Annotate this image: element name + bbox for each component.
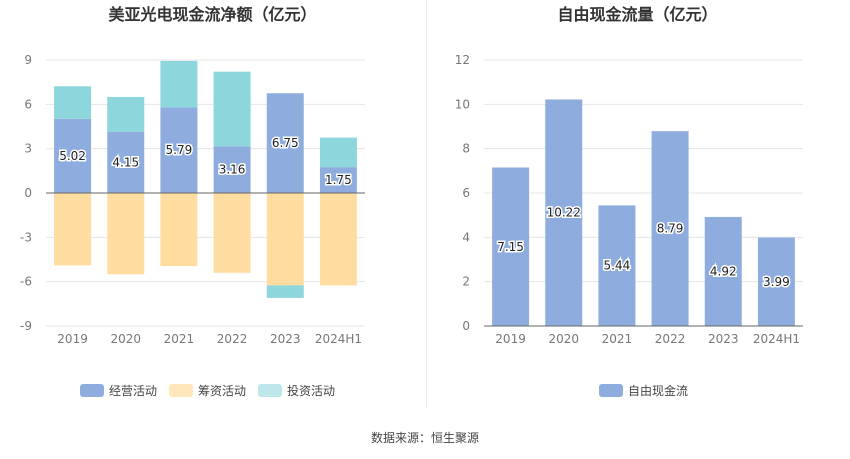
cashflow-bar-经营活动-2024H1: [319, 167, 357, 193]
freecash-bar-自由现金流-2019: [492, 167, 530, 326]
legend-item-free-cash[interactable]: 自由现金流: [599, 382, 688, 399]
freecash-x-tick: 2021: [602, 332, 633, 346]
legend-label-operating: 经营活动: [109, 383, 158, 398]
freecash-bar-自由现金流-2020: [545, 99, 583, 326]
panel-divider: [426, 0, 427, 408]
cashflow-stacked-bar-chart: 9 6 3 0 -3 -6 -9 2019 2020 2021 2022 2023 2024H1 5.02…: [20, 53, 365, 346]
freecash-bar-自由现金流-2021: [598, 205, 636, 326]
cashflow-bar-经营活动-2021: [160, 107, 198, 193]
cashflow-data-label: 1.75: [325, 173, 352, 187]
cashflow-bar-经营活动-2023: [266, 93, 304, 193]
freecash-y-tick: 0: [462, 319, 470, 333]
cashflow-data-label: 5.02: [59, 149, 86, 163]
freecash-y-tick: 10: [455, 97, 470, 111]
cashflow-bar-筹资活动-2023: [266, 193, 304, 286]
legend-label-free-cash: 自由现金流: [628, 383, 689, 398]
legend-swatch-financing: [169, 383, 194, 397]
cashflow-bar-筹资活动-2019: [54, 193, 92, 266]
freecash-x-tick: 2023: [708, 332, 739, 346]
right-chart-title: 自由现金流量（亿元）: [557, 5, 718, 24]
left-chart-title: 美亚光电现金流净额（亿元）: [108, 5, 317, 24]
cashflow-bar-经营活动-2022: [213, 146, 251, 193]
freecash-y-tick: 2: [462, 275, 470, 289]
legend-swatch-investing: [258, 383, 283, 397]
legend-label-investing: 投资活动: [287, 383, 336, 398]
cashflow-bar-投资活动-2020: [107, 96, 145, 132]
freecash-y-tick: 4: [462, 230, 470, 244]
cashflow-y-tick: 3: [24, 142, 32, 156]
cashflow-y-tick: 0: [24, 186, 32, 200]
cashflow-x-tick: 2021: [164, 332, 195, 346]
cashflow-bar-筹资活动-2020: [107, 193, 145, 275]
cashflow-bar-投资活动-2024H1: [319, 137, 357, 168]
legend-swatch-free-cash: [599, 383, 623, 397]
freecash-x-tick: 2022: [655, 332, 686, 346]
cashflow-y-tick: 6: [24, 97, 32, 111]
cashflow-data-label: 6.75: [272, 136, 299, 150]
data-source: 数据来源：恒生聚源: [370, 431, 479, 445]
cashflow-x-tick: 2023: [270, 332, 301, 346]
freecash-data-label: 4.92: [710, 264, 737, 278]
cashflow-bar-投资活动-2019: [54, 86, 92, 119]
cashflow-data-label: 5.79: [166, 143, 193, 157]
freecash-bar-自由现金流-2022: [651, 131, 689, 326]
cashflow-bar-筹资活动-2024H1: [319, 193, 357, 286]
right-legend: 自由现金流: [599, 382, 700, 398]
legend-item-financing[interactable]: 筹资活动: [169, 382, 246, 399]
cashflow-bar-筹资活动-2022: [213, 193, 251, 273]
freecash-bar-自由现金流-2023: [704, 216, 742, 326]
freecash-y-tick: 6: [462, 186, 470, 200]
freecash-x-tick: 2020: [548, 332, 579, 346]
legend-swatch-operating: [80, 383, 104, 397]
cashflow-y-tick: -9: [20, 319, 32, 333]
cashflow-x-tick: 2020: [110, 332, 141, 346]
cashflow-data-label: 4.15: [112, 155, 139, 169]
freecash-data-label: 10.22: [547, 206, 581, 220]
freecash-y-tick: 12: [455, 53, 470, 67]
cashflow-x-tick: 2024H1: [315, 332, 362, 346]
cashflow-y-tick: 9: [24, 53, 32, 67]
cashflow-bar-投资活动-2023: [266, 285, 304, 298]
cashflow-bar-经营活动-2020: [107, 131, 145, 193]
freecash-data-label: 8.79: [657, 222, 684, 236]
left-legend: 经营活动 筹资活动 投资活动: [80, 382, 347, 398]
freecash-x-tick: 2019: [495, 332, 526, 346]
freecash-y-tick: 8: [462, 142, 470, 156]
freecash-x-tick: 2024H1: [753, 332, 800, 346]
cashflow-bar-经营活动-2019: [54, 118, 92, 193]
cashflow-y-tick: -6: [20, 275, 32, 289]
legend-label-financing: 筹资活动: [198, 383, 247, 398]
freecash-data-label: 3.99: [763, 275, 790, 289]
cashflow-data-label: 3.16: [219, 163, 246, 177]
cashflow-x-tick: 2022: [217, 332, 248, 346]
cashflow-bar-投资活动-2021: [160, 60, 198, 108]
cashflow-bar-投资活动-2022: [213, 71, 251, 147]
cashflow-x-tick: 2019: [57, 332, 88, 346]
cashflow-bar-筹资活动-2021: [160, 193, 198, 267]
legend-item-investing[interactable]: 投资活动: [258, 382, 335, 399]
freecash-data-label: 5.44: [604, 259, 631, 273]
legend-item-operating[interactable]: 经营活动: [80, 382, 157, 399]
cashflow-y-tick: -3: [20, 230, 32, 244]
freecash-bar-自由现金流-2024H1: [757, 237, 795, 326]
freecash-data-label: 7.15: [497, 240, 524, 254]
